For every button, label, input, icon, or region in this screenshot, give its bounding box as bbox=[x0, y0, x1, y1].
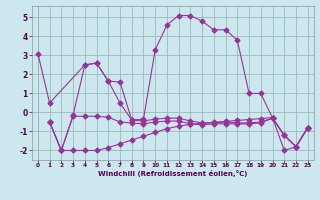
X-axis label: Windchill (Refroidissement éolien,°C): Windchill (Refroidissement éolien,°C) bbox=[98, 170, 247, 177]
